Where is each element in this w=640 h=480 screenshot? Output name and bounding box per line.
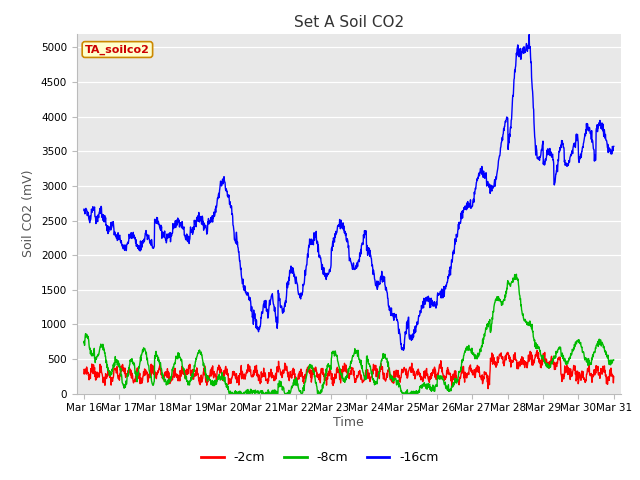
- Line: -2cm: -2cm: [84, 350, 614, 389]
- -16cm: [525, 32, 533, 37]
- -2cm: [163, 370, 170, 375]
- -2cm: [610, 374, 618, 380]
- Legend: -2cm, -8cm, -16cm: -2cm, -8cm, -16cm: [196, 446, 444, 469]
- Text: TA_soilco2: TA_soilco2: [85, 44, 150, 55]
- -16cm: [399, 348, 407, 353]
- -8cm: [325, 362, 333, 368]
- -2cm: [80, 367, 88, 372]
- -8cm: [474, 353, 481, 359]
- Line: -16cm: -16cm: [84, 35, 614, 350]
- -8cm: [335, 363, 343, 369]
- -16cm: [474, 175, 481, 180]
- -8cm: [163, 379, 170, 385]
- Y-axis label: Soil CO2 (mV): Soil CO2 (mV): [22, 170, 35, 257]
- -16cm: [552, 171, 559, 177]
- -16cm: [80, 206, 88, 212]
- -2cm: [533, 348, 541, 353]
- -16cm: [163, 238, 170, 243]
- -2cm: [484, 386, 492, 392]
- -16cm: [604, 145, 611, 151]
- -16cm: [610, 144, 618, 149]
- -8cm: [225, 391, 233, 396]
- -8cm: [610, 357, 618, 363]
- -2cm: [474, 362, 481, 368]
- X-axis label: Time: Time: [333, 416, 364, 429]
- -8cm: [513, 271, 520, 277]
- Title: Set A Soil CO2: Set A Soil CO2: [294, 15, 404, 30]
- -8cm: [552, 354, 559, 360]
- -8cm: [80, 340, 88, 346]
- -2cm: [324, 369, 332, 374]
- -8cm: [604, 355, 611, 361]
- -16cm: [324, 271, 332, 276]
- -2cm: [604, 382, 611, 387]
- Line: -8cm: -8cm: [84, 274, 614, 394]
- -2cm: [335, 367, 342, 372]
- -16cm: [335, 224, 342, 229]
- -2cm: [552, 361, 559, 367]
